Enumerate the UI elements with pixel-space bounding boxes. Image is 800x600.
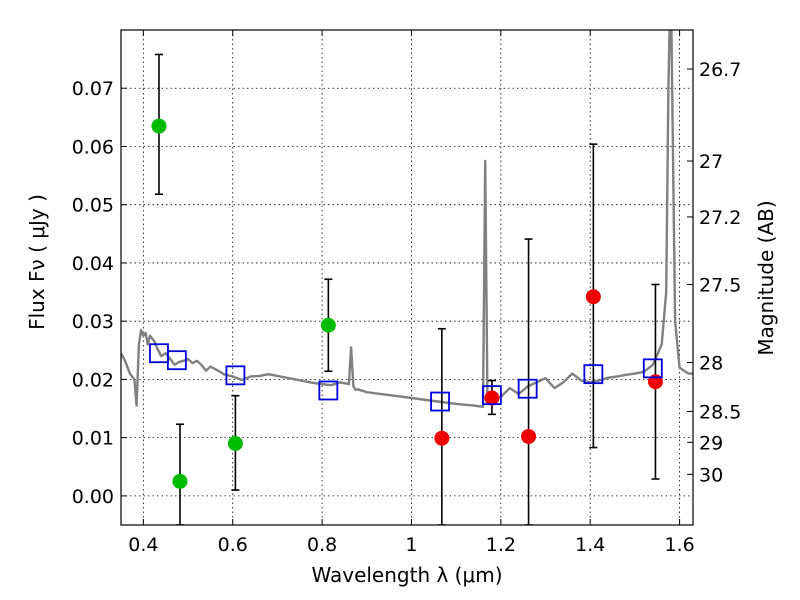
red-data-point bbox=[521, 428, 537, 444]
model-flux-square bbox=[430, 391, 450, 412]
red-data-point bbox=[585, 289, 601, 305]
y-axis-label: Flux Fν ( μJy ) bbox=[25, 194, 49, 330]
x-tick-label: 1.2 bbox=[486, 534, 516, 556]
y-tick-label: 0.01 bbox=[72, 428, 114, 450]
magnitude-tick-label: 30 bbox=[699, 464, 723, 486]
y-tick-label: 0.04 bbox=[72, 253, 114, 275]
green-data-point bbox=[320, 317, 336, 333]
x-tick-label: 0.6 bbox=[218, 534, 248, 556]
y-tick-label: 0.02 bbox=[72, 369, 114, 391]
model-spectrum-line bbox=[121, 30, 693, 408]
model-flux-square bbox=[318, 380, 339, 401]
green-data-point bbox=[172, 473, 188, 489]
grid bbox=[121, 30, 693, 525]
x-tick-label: 1.4 bbox=[575, 534, 605, 556]
model-flux-square bbox=[225, 365, 246, 386]
green-data-point bbox=[227, 435, 243, 451]
magnitude-tick-label: 26.7 bbox=[699, 59, 741, 81]
magnitude-tick-label: 27.5 bbox=[699, 274, 741, 296]
y-tick-label: 0.06 bbox=[72, 136, 114, 158]
magnitude-tick-label: 27.2 bbox=[699, 207, 741, 229]
tick-labels: 0.4 0.6 0.8 1 1.2 1.4 1.6 0.00 0.01 0.02 0.03 0.04 0… bbox=[72, 59, 742, 556]
model-flux-square bbox=[517, 378, 538, 399]
magnitude-tick-label: 29 bbox=[699, 432, 723, 454]
magnitude-tick-label: 27 bbox=[699, 151, 723, 173]
y-tick-label: 0.05 bbox=[72, 195, 114, 217]
y-tick-label: 0.03 bbox=[72, 311, 114, 333]
y-tick-label: 0.07 bbox=[72, 78, 114, 100]
x-tick-label: 0.8 bbox=[307, 534, 337, 556]
green-data-point bbox=[151, 118, 167, 134]
plot-frame bbox=[120, 29, 694, 526]
model-flux-square bbox=[642, 358, 663, 379]
model-flux-square bbox=[583, 364, 604, 385]
data-marks bbox=[149, 53, 663, 525]
x-axis-label: Wavelength λ (μm) bbox=[311, 563, 502, 587]
x-tick-label: 1 bbox=[405, 534, 417, 556]
x-tick-label: 0.4 bbox=[128, 534, 158, 556]
y-tick-label: 0.00 bbox=[72, 486, 114, 508]
model-flux-square bbox=[482, 385, 502, 406]
red-data-point bbox=[434, 430, 450, 446]
model-flux-square bbox=[166, 350, 187, 371]
x-tick-label: 1.6 bbox=[664, 534, 694, 556]
magnitude-tick-label: 28.5 bbox=[699, 401, 741, 423]
axis-ticks bbox=[121, 30, 693, 525]
y2-axis-label: Magnitude (AB) bbox=[754, 200, 778, 355]
red-data-point bbox=[484, 390, 500, 406]
magnitude-tick-label: 28 bbox=[699, 353, 723, 375]
